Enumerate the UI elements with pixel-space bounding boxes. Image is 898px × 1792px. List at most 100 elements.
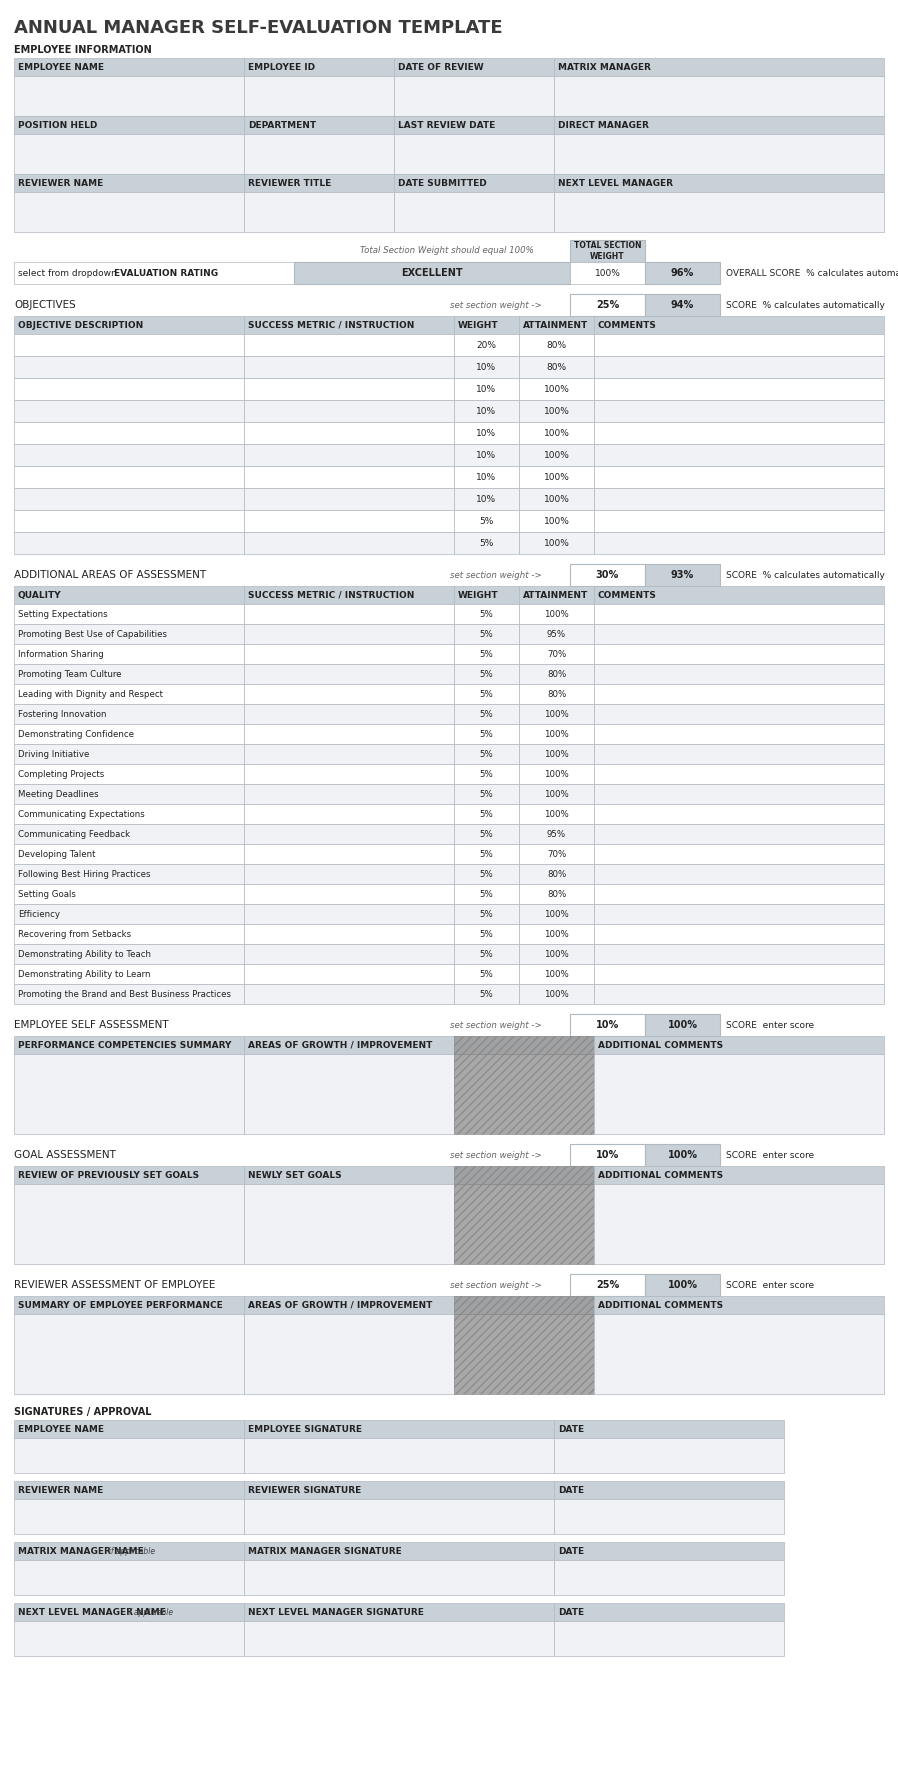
Text: 5%: 5%: [480, 790, 493, 799]
FancyBboxPatch shape: [14, 1314, 244, 1394]
FancyBboxPatch shape: [454, 421, 519, 444]
FancyBboxPatch shape: [14, 1036, 244, 1054]
FancyBboxPatch shape: [244, 192, 394, 231]
FancyBboxPatch shape: [594, 511, 884, 532]
FancyBboxPatch shape: [14, 400, 244, 421]
Text: 5%: 5%: [480, 629, 493, 638]
FancyBboxPatch shape: [244, 903, 454, 925]
FancyBboxPatch shape: [570, 294, 645, 315]
FancyBboxPatch shape: [14, 315, 244, 333]
FancyBboxPatch shape: [14, 421, 244, 444]
FancyBboxPatch shape: [454, 586, 519, 604]
FancyBboxPatch shape: [244, 964, 454, 984]
FancyBboxPatch shape: [244, 785, 454, 805]
FancyBboxPatch shape: [594, 1036, 884, 1054]
Text: 10%: 10%: [477, 428, 497, 437]
FancyBboxPatch shape: [294, 262, 570, 283]
FancyBboxPatch shape: [454, 785, 519, 805]
FancyBboxPatch shape: [394, 57, 554, 75]
FancyBboxPatch shape: [519, 763, 594, 785]
FancyBboxPatch shape: [14, 724, 244, 744]
Text: 100%: 100%: [543, 428, 569, 437]
Text: 5%: 5%: [480, 649, 493, 658]
FancyBboxPatch shape: [244, 116, 394, 134]
Text: 10%: 10%: [477, 407, 497, 416]
FancyBboxPatch shape: [519, 357, 594, 378]
FancyBboxPatch shape: [454, 925, 519, 944]
FancyBboxPatch shape: [14, 57, 244, 75]
Text: 70%: 70%: [547, 649, 566, 658]
FancyBboxPatch shape: [14, 1437, 244, 1473]
FancyBboxPatch shape: [594, 685, 884, 704]
Text: 5%: 5%: [480, 609, 493, 618]
FancyBboxPatch shape: [594, 883, 884, 903]
Text: AREAS OF GROWTH / IMPROVEMENT: AREAS OF GROWTH / IMPROVEMENT: [248, 1301, 432, 1310]
FancyBboxPatch shape: [454, 532, 519, 554]
FancyBboxPatch shape: [519, 643, 594, 665]
Text: 100%: 100%: [544, 790, 568, 799]
FancyBboxPatch shape: [244, 883, 454, 903]
FancyBboxPatch shape: [594, 586, 884, 604]
Text: 95%: 95%: [547, 830, 566, 839]
FancyBboxPatch shape: [244, 315, 454, 333]
FancyBboxPatch shape: [594, 1296, 884, 1314]
FancyBboxPatch shape: [14, 466, 244, 487]
FancyBboxPatch shape: [244, 134, 394, 174]
Text: Promoting Best Use of Capabilities: Promoting Best Use of Capabilities: [18, 629, 167, 638]
Text: DIRECT MANAGER: DIRECT MANAGER: [558, 120, 649, 129]
FancyBboxPatch shape: [594, 704, 884, 724]
FancyBboxPatch shape: [244, 333, 454, 357]
Text: 5%: 5%: [480, 710, 493, 719]
FancyBboxPatch shape: [14, 333, 244, 357]
Text: MATRIX MANAGER NAME: MATRIX MANAGER NAME: [18, 1546, 144, 1555]
FancyBboxPatch shape: [454, 1054, 594, 1134]
FancyBboxPatch shape: [14, 624, 244, 643]
Text: set section weight ->: set section weight ->: [450, 1150, 541, 1159]
Text: 95%: 95%: [547, 629, 566, 638]
Text: 93%: 93%: [671, 570, 694, 581]
FancyBboxPatch shape: [14, 763, 244, 785]
Text: ATTAINMENT: ATTAINMENT: [523, 321, 588, 330]
Text: 5%: 5%: [480, 539, 494, 548]
FancyBboxPatch shape: [394, 134, 554, 174]
Text: 5%: 5%: [480, 810, 493, 819]
Text: MATRIX MANAGER SIGNATURE: MATRIX MANAGER SIGNATURE: [248, 1546, 401, 1555]
FancyBboxPatch shape: [14, 116, 244, 134]
Text: EMPLOYEE NAME: EMPLOYEE NAME: [18, 1425, 104, 1434]
FancyBboxPatch shape: [454, 685, 519, 704]
FancyBboxPatch shape: [594, 604, 884, 624]
FancyBboxPatch shape: [454, 744, 519, 763]
FancyBboxPatch shape: [594, 763, 884, 785]
Text: 80%: 80%: [547, 889, 566, 898]
Text: DEPARTMENT: DEPARTMENT: [248, 120, 316, 129]
FancyBboxPatch shape: [519, 586, 594, 604]
FancyBboxPatch shape: [14, 1296, 244, 1314]
Text: REVIEW OF PREVIOUSLY SET GOALS: REVIEW OF PREVIOUSLY SET GOALS: [18, 1170, 199, 1179]
Text: NEXT LEVEL MANAGER NAME: NEXT LEVEL MANAGER NAME: [18, 1607, 166, 1616]
Text: 5%: 5%: [480, 516, 494, 525]
FancyBboxPatch shape: [14, 824, 244, 844]
Text: NEWLY SET GOALS: NEWLY SET GOALS: [248, 1170, 341, 1179]
Text: SCORE  % calculates automatically: SCORE % calculates automatically: [726, 301, 885, 310]
FancyBboxPatch shape: [594, 665, 884, 685]
Text: Information Sharing: Information Sharing: [18, 649, 104, 658]
Text: 80%: 80%: [547, 362, 567, 371]
FancyBboxPatch shape: [519, 964, 594, 984]
FancyBboxPatch shape: [519, 444, 594, 466]
FancyBboxPatch shape: [454, 624, 519, 643]
FancyBboxPatch shape: [454, 1167, 594, 1185]
Text: 80%: 80%: [547, 670, 566, 679]
FancyBboxPatch shape: [554, 1437, 784, 1473]
Text: Fostering Innovation: Fostering Innovation: [18, 710, 107, 719]
FancyBboxPatch shape: [454, 964, 519, 984]
Text: SUMMARY OF EMPLOYEE PERFORMANCE: SUMMARY OF EMPLOYEE PERFORMANCE: [18, 1301, 223, 1310]
Text: 80%: 80%: [547, 690, 566, 699]
FancyBboxPatch shape: [594, 315, 884, 333]
Text: if applicable: if applicable: [103, 1546, 154, 1555]
FancyBboxPatch shape: [454, 1314, 594, 1394]
FancyBboxPatch shape: [244, 1480, 554, 1498]
FancyBboxPatch shape: [454, 1296, 594, 1314]
Text: REVIEWER SIGNATURE: REVIEWER SIGNATURE: [248, 1486, 361, 1495]
Text: Demonstrating Confidence: Demonstrating Confidence: [18, 729, 134, 738]
FancyBboxPatch shape: [244, 604, 454, 624]
